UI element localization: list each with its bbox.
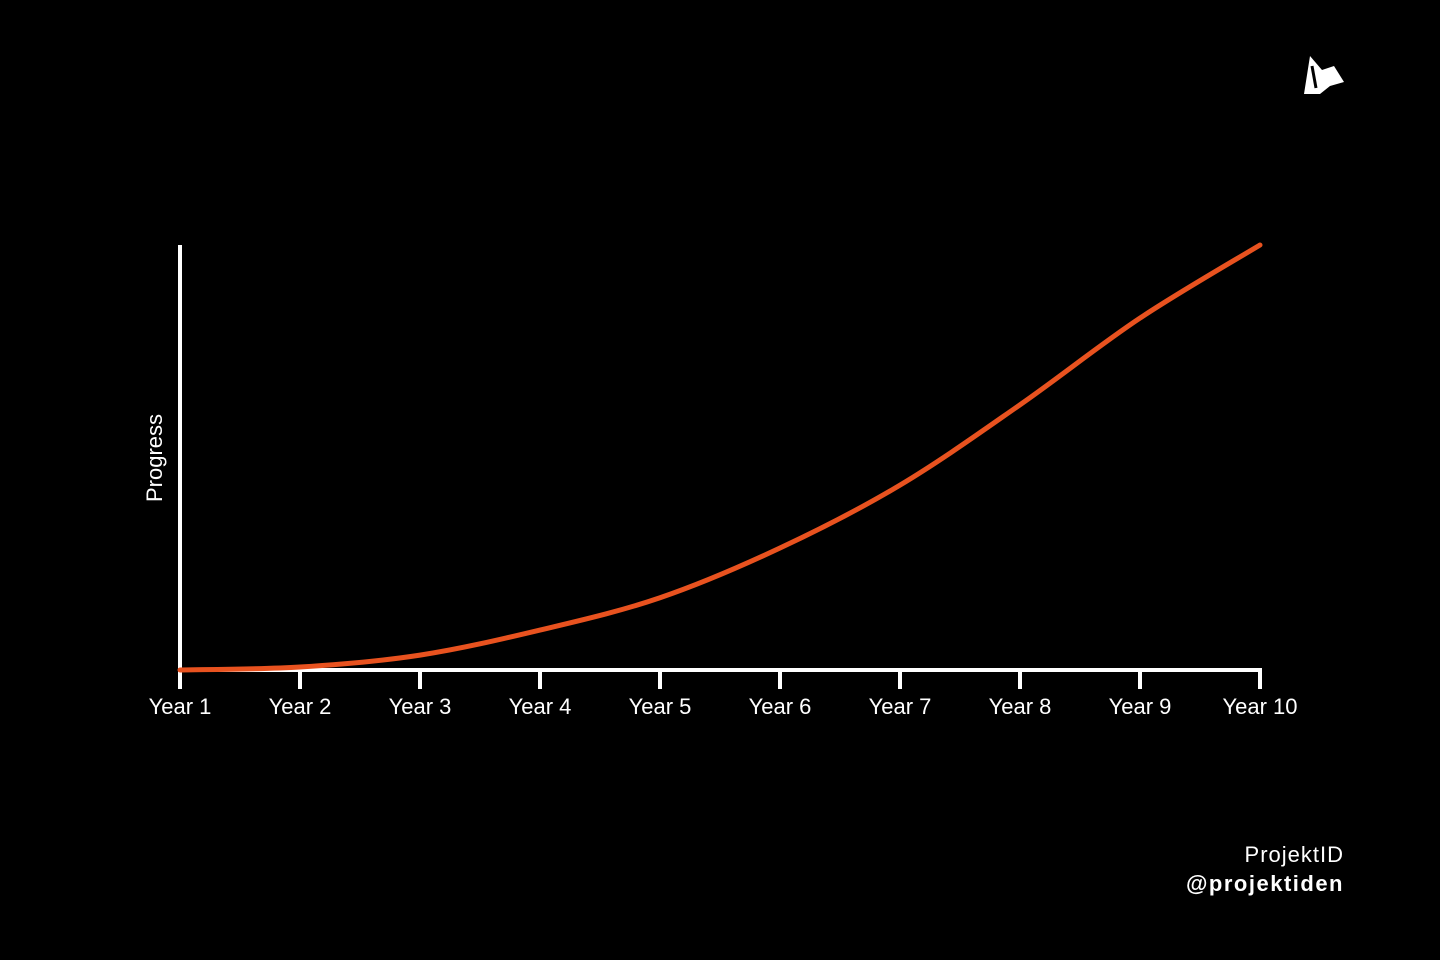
x-tick-label: Year 4 <box>509 694 572 719</box>
footer-handle: @projektiden <box>1186 871 1344 896</box>
logo <box>1304 56 1344 94</box>
footer-brand: ProjektID <box>1245 842 1344 867</box>
x-tick-label: Year 9 <box>1109 694 1172 719</box>
x-tick-label: Year 8 <box>989 694 1052 719</box>
x-tick-label: Year 3 <box>389 694 452 719</box>
logo-detail <box>1310 65 1318 89</box>
x-tick-label: Year 1 <box>149 694 212 719</box>
y-axis-label: Progress <box>142 414 167 502</box>
x-tick-label: Year 7 <box>869 694 932 719</box>
x-tick-label: Year 10 <box>1222 694 1297 719</box>
x-tick-label: Year 2 <box>269 694 332 719</box>
x-tick-label: Year 5 <box>629 694 692 719</box>
x-tick-label: Year 6 <box>749 694 812 719</box>
line <box>177 242 1263 673</box>
